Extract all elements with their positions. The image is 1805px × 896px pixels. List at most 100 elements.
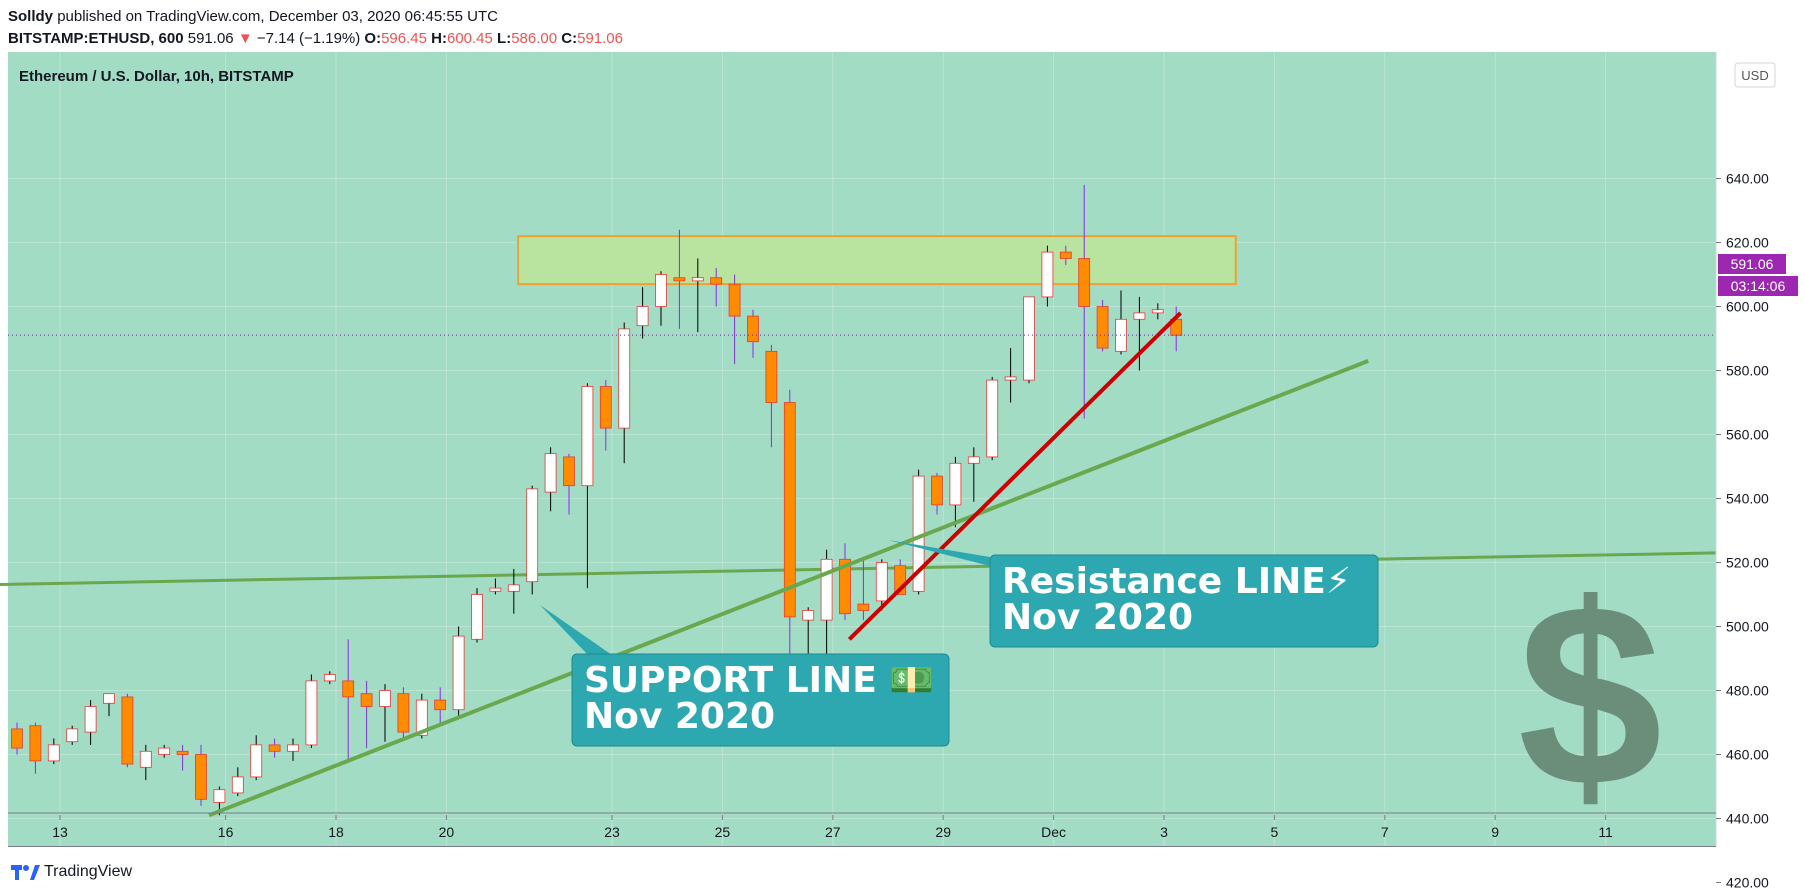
candle-body[interactable] (489, 587, 502, 592)
candle-body[interactable] (1023, 296, 1035, 381)
candle-body[interactable] (857, 603, 870, 611)
candle-body[interactable] (544, 453, 557, 493)
candle-body[interactable] (1151, 309, 1164, 314)
candle-body[interactable] (415, 699, 428, 736)
resistance-trend-line[interactable] (847, 311, 1182, 641)
candle-body[interactable] (710, 277, 723, 285)
resistance-callout-pointer (888, 540, 990, 566)
candle-body[interactable] (66, 728, 79, 743)
author-name[interactable]: Solldy (8, 8, 54, 25)
candle-body[interactable] (452, 635, 465, 711)
price-tick-label: 580.00 (1726, 363, 1769, 379)
candle-body[interactable] (747, 315, 759, 343)
candle-body[interactable] (802, 610, 815, 621)
time-tick-label: 13 (52, 824, 68, 840)
candle-body[interactable] (471, 594, 483, 640)
last-price-tag-text: 591.06 (1731, 256, 1774, 272)
price-tick-label: 500.00 (1726, 619, 1769, 635)
candle-body[interactable] (986, 379, 999, 458)
currency-label: USD (1741, 68, 1768, 83)
time-tick-label: 20 (439, 824, 455, 840)
drawn-lines[interactable] (208, 311, 1369, 818)
candle-body[interactable] (581, 386, 594, 487)
candle-body[interactable] (691, 277, 704, 282)
candle-body[interactable] (305, 680, 318, 746)
time-axis[interactable]: 13 16 18 20 23 25 27 29 Dec 3 5 7 9 11 (0, 0, 1805, 847)
candle-body[interactable] (1059, 251, 1072, 259)
candle-body[interactable] (1133, 312, 1146, 320)
candle-body[interactable] (655, 274, 667, 307)
candle-body[interactable] (636, 306, 649, 327)
tradingview-footer[interactable]: TradingView (10, 862, 132, 882)
price-tick-label: 480.00 (1726, 683, 1769, 699)
candle-body[interactable] (728, 283, 741, 317)
candle-body[interactable] (526, 488, 539, 583)
candle-body[interactable] (287, 744, 299, 752)
support-callout-box[interactable] (571, 653, 950, 747)
candle-body[interactable] (875, 562, 888, 602)
candle-body[interactable] (1004, 376, 1017, 381)
price-tick-label: 620.00 (1726, 235, 1769, 251)
publish-header: Solldy published on TradingView.com, Dec… (8, 6, 623, 50)
candle-body[interactable] (931, 475, 943, 506)
time-axis-border (8, 846, 1716, 847)
support-callout-pointer (540, 605, 612, 655)
candle-body[interactable] (11, 728, 23, 749)
candle-body[interactable] (1096, 306, 1109, 349)
candle-body[interactable] (103, 693, 115, 704)
candle-body[interactable] (434, 699, 447, 711)
candle-body[interactable] (839, 558, 851, 615)
candle-body[interactable] (618, 328, 631, 429)
candle-body[interactable] (268, 744, 281, 752)
candle-body[interactable] (765, 350, 778, 403)
candle-body[interactable] (379, 690, 391, 707)
candle-body[interactable] (47, 744, 60, 762)
resistance-callout[interactable]: Resistance LINE⚡ Nov 2020 (888, 540, 1379, 648)
symbol-label: BITSTAMP:ETHUSD, 600 (8, 30, 184, 47)
candle-body[interactable] (231, 776, 244, 794)
countdown-tag (1718, 276, 1798, 296)
resistance-callout-title: Resistance LINE⚡ (1002, 561, 1351, 602)
currency-button[interactable]: USD (1734, 62, 1776, 88)
support-callout[interactable]: SUPPORT LINE 💵 Nov 2020 (540, 605, 950, 747)
candle-body[interactable] (397, 693, 410, 733)
candle-body[interactable] (1078, 258, 1091, 307)
candle-body[interactable] (894, 565, 907, 595)
support-trend-line[interactable] (208, 359, 1369, 818)
candle-body[interactable] (84, 706, 97, 733)
candle-body[interactable] (360, 693, 373, 707)
candle-body[interactable] (783, 402, 796, 618)
candle-body[interactable] (29, 725, 42, 762)
last-price-tag (1718, 254, 1786, 274)
candle-body[interactable] (342, 680, 355, 698)
candle-body[interactable] (1115, 318, 1127, 352)
candle-body[interactable] (507, 584, 520, 592)
candle-body[interactable] (563, 456, 575, 487)
candle-body[interactable] (195, 754, 207, 800)
candle-body[interactable] (213, 789, 226, 803)
candle-body[interactable] (323, 674, 336, 682)
price-tick-label: 440.00 (1726, 811, 1769, 827)
price-tags: 591.06 03:14:06 (1718, 254, 1798, 296)
price-axis[interactable]: 640.00 620.00 600.00 580.00 560.00 540.00 520.… (1715, 52, 1769, 891)
candle-body[interactable] (1041, 251, 1054, 298)
candle-body[interactable] (250, 744, 263, 778)
candle-body[interactable] (176, 750, 189, 755)
candle-body[interactable] (158, 747, 171, 755)
price-change: −7.14 (−1.19%) (256, 30, 361, 47)
ohlc-line: BITSTAMP:ETHUSD, 600 591.06 ▼ −7.14 (−1.… (8, 28, 623, 50)
published-text: published on TradingView.com, December 0… (57, 8, 499, 25)
resistance-zone[interactable] (517, 235, 1237, 286)
candle-body[interactable] (949, 462, 962, 506)
candle-body[interactable] (121, 696, 134, 765)
candle-body[interactable] (967, 456, 980, 464)
candle-body[interactable] (139, 750, 152, 768)
candle-body[interactable] (820, 558, 833, 621)
resistance-zone-rect[interactable] (517, 235, 1237, 286)
candle-body[interactable] (673, 277, 686, 282)
candles[interactable] (11, 184, 1183, 816)
candle-body[interactable] (599, 386, 612, 429)
resistance-callout-box[interactable] (989, 554, 1379, 648)
time-tick-label: 5 (1271, 824, 1279, 840)
